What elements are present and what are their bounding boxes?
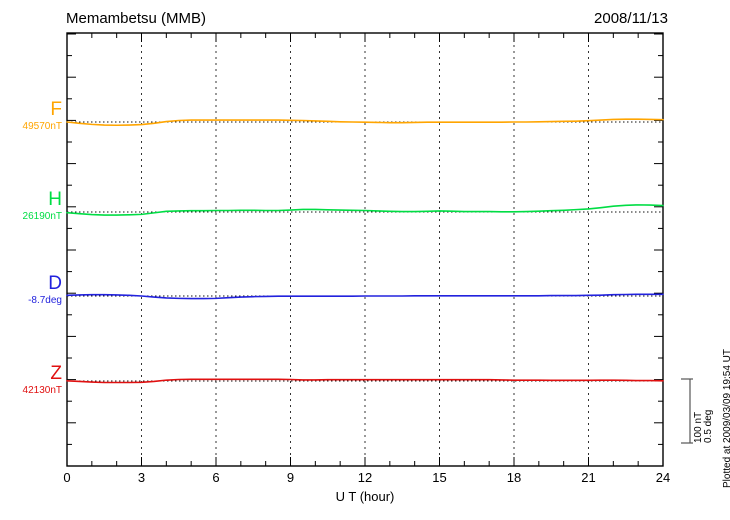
x-tick-label-3: 3 [137,470,146,485]
plotted-at-timestamp: Plotted at 2009/03/09 19:54 UT [722,349,730,488]
component-label-z: Z 42130nT [6,364,62,396]
scale-bar [681,378,693,444]
x-tick-label-15: 15 [432,470,447,485]
observation-date: 2008/11/13 [594,10,668,27]
grid-lines [141,33,589,466]
axis-ticks [66,33,664,467]
component-label-h: H 26190nT [6,190,62,222]
component-label-f: F 49570nT [6,100,62,132]
component-value-d: -8.7deg [28,295,62,306]
component-value-z: 42130nT [22,385,62,396]
x-tick-label-24: 24 [655,470,671,485]
x-tick-label-9: 9 [286,470,295,485]
component-symbol-d: D [48,273,62,294]
x-tick-label-6: 6 [212,470,220,485]
scale-bar-caption: 100 nT 0.5 deg [693,409,714,443]
x-axis-title: U T (hour) [335,489,395,504]
scale-caption-deg: 0.5 deg [703,409,714,443]
x-tick-label-12: 12 [357,470,373,485]
component-symbol-z: Z [50,363,62,384]
component-value-h: 26190nT [22,211,62,222]
component-symbol-f: F [50,99,62,120]
data-traces [66,118,664,384]
x-tick-label-0: 0 [63,470,71,485]
station-title: Memambetsu (MMB) [66,10,207,27]
x-tick-label-18: 18 [506,470,522,485]
component-label-d: D -8.7deg [6,274,62,306]
x-tick-label-21: 21 [581,470,596,485]
component-value-f: 49570nT [22,121,62,132]
component-symbol-h: H [48,189,62,210]
